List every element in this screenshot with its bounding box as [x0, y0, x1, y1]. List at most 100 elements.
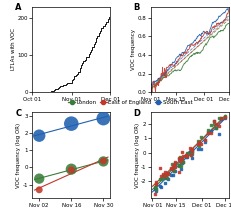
Point: [179, 164, 183, 168]
Point: [158, 184, 162, 188]
Point: [70, 122, 73, 125]
Point: [190, 149, 194, 152]
Point: [177, 170, 181, 173]
Point: [164, 181, 167, 185]
Point: [70, 167, 73, 171]
Point: [163, 176, 167, 180]
Point: [188, 151, 191, 154]
Point: [214, 127, 217, 130]
Point: [190, 148, 194, 151]
Point: [158, 177, 162, 181]
Point: [185, 153, 188, 157]
Point: [178, 159, 182, 162]
Point: [70, 168, 73, 172]
Point: [198, 145, 201, 148]
Point: [199, 142, 203, 146]
Point: [153, 192, 157, 196]
Point: [188, 146, 191, 149]
Point: [203, 141, 207, 144]
Point: [164, 174, 167, 177]
Point: [185, 155, 189, 158]
Point: [172, 169, 176, 172]
Point: [37, 188, 41, 192]
Point: [169, 166, 173, 170]
Point: [179, 167, 183, 170]
Point: [199, 148, 203, 151]
Point: [153, 187, 157, 191]
Point: [196, 147, 200, 151]
Point: [173, 162, 176, 165]
Point: [102, 160, 105, 163]
Point: [165, 171, 169, 174]
Point: [169, 167, 173, 171]
Point: [181, 161, 185, 164]
Point: [166, 178, 170, 181]
Point: [170, 166, 173, 170]
Text: B: B: [134, 3, 140, 12]
Point: [154, 187, 158, 191]
Point: [189, 153, 193, 157]
Point: [213, 123, 216, 126]
Point: [198, 140, 201, 144]
Point: [173, 163, 176, 166]
Text: D: D: [134, 109, 141, 118]
Point: [199, 135, 203, 138]
Point: [206, 130, 210, 134]
Point: [188, 152, 191, 155]
Point: [171, 173, 174, 177]
Point: [223, 116, 227, 119]
Text: A: A: [15, 3, 22, 12]
Point: [214, 126, 217, 130]
Point: [161, 173, 165, 177]
Point: [185, 154, 189, 157]
Point: [172, 164, 176, 167]
Point: [203, 139, 207, 142]
Point: [203, 139, 207, 142]
Point: [165, 176, 169, 179]
Point: [155, 187, 158, 190]
Point: [190, 151, 194, 154]
Point: [178, 156, 182, 160]
Point: [155, 181, 158, 184]
Point: [159, 186, 162, 189]
Point: [179, 157, 183, 161]
Point: [180, 157, 184, 160]
Y-axis label: VOC frequency (log OR): VOC frequency (log OR): [135, 123, 140, 188]
Point: [219, 117, 223, 121]
Point: [190, 149, 194, 152]
Point: [173, 162, 176, 165]
Point: [213, 119, 216, 123]
Point: [161, 176, 165, 180]
Point: [206, 131, 210, 135]
Point: [218, 132, 221, 136]
Point: [172, 170, 176, 173]
Point: [181, 154, 185, 158]
Point: [180, 150, 184, 154]
Point: [210, 130, 213, 133]
Point: [161, 172, 165, 176]
Point: [153, 185, 157, 188]
Y-axis label: VOC frequency (log OR): VOC frequency (log OR): [16, 123, 21, 188]
Point: [180, 160, 184, 164]
Point: [219, 116, 223, 120]
Legend: London, East of England, South East: London, East of England, South East: [68, 100, 193, 105]
Point: [170, 167, 173, 171]
Point: [180, 162, 184, 165]
Point: [171, 167, 174, 170]
Y-axis label: VOC frequency: VOC frequency: [131, 29, 137, 70]
Point: [163, 174, 167, 177]
Point: [180, 157, 184, 160]
Point: [223, 116, 227, 119]
Point: [102, 159, 105, 163]
Point: [214, 123, 217, 126]
Point: [173, 165, 176, 169]
Point: [165, 172, 169, 175]
Point: [177, 163, 181, 166]
Point: [173, 169, 176, 173]
Point: [219, 116, 223, 120]
Point: [159, 174, 162, 177]
Point: [177, 156, 181, 160]
Point: [178, 155, 182, 159]
Point: [155, 183, 158, 187]
Point: [196, 139, 200, 143]
